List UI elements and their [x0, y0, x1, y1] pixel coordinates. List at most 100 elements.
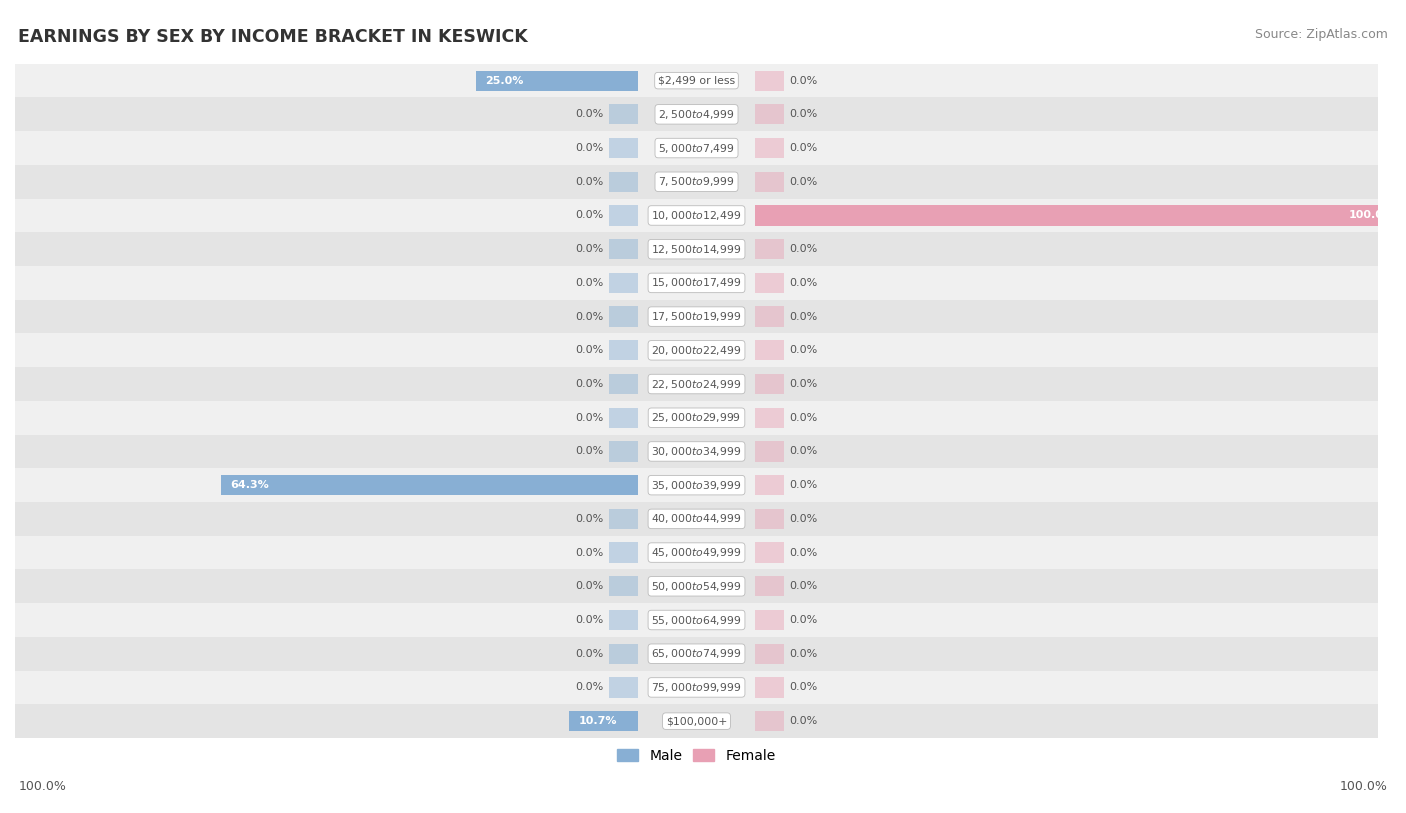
Text: 0.0%: 0.0% — [789, 278, 817, 288]
Text: $65,000 to $74,999: $65,000 to $74,999 — [651, 647, 742, 660]
Bar — [15, 401, 1378, 435]
Text: $12,500 to $14,999: $12,500 to $14,999 — [651, 243, 742, 256]
Text: 10.7%: 10.7% — [578, 716, 617, 726]
Text: 0.0%: 0.0% — [789, 346, 817, 355]
Text: 100.0%: 100.0% — [18, 780, 66, 793]
Bar — [755, 610, 785, 630]
Text: $5,000 to $7,499: $5,000 to $7,499 — [658, 141, 735, 154]
Bar — [609, 644, 638, 664]
Text: 0.0%: 0.0% — [575, 379, 603, 389]
Legend: Male, Female: Male, Female — [612, 743, 782, 768]
Bar — [15, 300, 1378, 333]
Text: $35,000 to $39,999: $35,000 to $39,999 — [651, 479, 742, 492]
Text: Source: ZipAtlas.com: Source: ZipAtlas.com — [1254, 28, 1388, 41]
Text: 0.0%: 0.0% — [575, 109, 603, 120]
Text: 0.0%: 0.0% — [789, 615, 817, 625]
Bar — [755, 407, 785, 428]
Bar — [609, 576, 638, 597]
Text: 0.0%: 0.0% — [575, 514, 603, 524]
Bar — [475, 71, 638, 91]
Text: 0.0%: 0.0% — [789, 379, 817, 389]
Bar — [568, 711, 638, 731]
Bar — [609, 138, 638, 159]
Text: 0.0%: 0.0% — [575, 548, 603, 558]
Bar — [15, 671, 1378, 704]
Bar — [609, 407, 638, 428]
Text: $17,500 to $19,999: $17,500 to $19,999 — [651, 310, 742, 323]
Text: $40,000 to $44,999: $40,000 to $44,999 — [651, 512, 742, 525]
Text: 0.0%: 0.0% — [789, 176, 817, 187]
Bar — [755, 71, 785, 91]
Bar — [15, 468, 1378, 502]
Text: 0.0%: 0.0% — [789, 413, 817, 423]
Text: $22,500 to $24,999: $22,500 to $24,999 — [651, 377, 742, 390]
Text: 0.0%: 0.0% — [575, 581, 603, 591]
Text: 0.0%: 0.0% — [575, 413, 603, 423]
Text: EARNINGS BY SEX BY INCOME BRACKET IN KESWICK: EARNINGS BY SEX BY INCOME BRACKET IN KES… — [18, 28, 529, 46]
Bar — [609, 340, 638, 360]
Text: $10,000 to $12,499: $10,000 to $12,499 — [651, 209, 742, 222]
Text: 0.0%: 0.0% — [575, 278, 603, 288]
Bar — [755, 172, 785, 192]
Text: 0.0%: 0.0% — [575, 311, 603, 322]
Text: 0.0%: 0.0% — [575, 176, 603, 187]
Bar — [15, 569, 1378, 603]
Bar — [15, 333, 1378, 367]
Bar — [15, 131, 1378, 165]
Text: $20,000 to $22,499: $20,000 to $22,499 — [651, 344, 742, 357]
Text: 0.0%: 0.0% — [575, 446, 603, 456]
Bar — [755, 206, 1405, 225]
Text: $15,000 to $17,499: $15,000 to $17,499 — [651, 276, 742, 289]
Bar — [609, 206, 638, 225]
Text: 0.0%: 0.0% — [789, 143, 817, 153]
Bar — [755, 239, 785, 259]
Bar — [755, 677, 785, 698]
Text: 0.0%: 0.0% — [789, 244, 817, 254]
Text: 25.0%: 25.0% — [485, 76, 524, 85]
Bar — [15, 367, 1378, 401]
Bar — [609, 441, 638, 462]
Bar — [609, 610, 638, 630]
Text: 0.0%: 0.0% — [789, 514, 817, 524]
Text: $75,000 to $99,999: $75,000 to $99,999 — [651, 681, 742, 694]
Bar — [15, 98, 1378, 131]
Text: 0.0%: 0.0% — [789, 649, 817, 659]
Text: $30,000 to $34,999: $30,000 to $34,999 — [651, 445, 742, 458]
Text: $55,000 to $64,999: $55,000 to $64,999 — [651, 614, 742, 627]
Text: $45,000 to $49,999: $45,000 to $49,999 — [651, 546, 742, 559]
Bar — [609, 239, 638, 259]
Bar — [609, 542, 638, 563]
Bar — [755, 509, 785, 529]
Text: 0.0%: 0.0% — [575, 615, 603, 625]
Bar — [15, 165, 1378, 198]
Bar — [755, 441, 785, 462]
Bar — [221, 475, 638, 495]
Bar — [15, 233, 1378, 266]
Bar — [755, 644, 785, 664]
Text: 0.0%: 0.0% — [575, 244, 603, 254]
Bar — [15, 603, 1378, 637]
Text: $25,000 to $29,999: $25,000 to $29,999 — [651, 411, 741, 424]
Text: $2,499 or less: $2,499 or less — [658, 76, 735, 85]
Bar — [15, 435, 1378, 468]
Bar — [755, 576, 785, 597]
Text: 0.0%: 0.0% — [789, 311, 817, 322]
Bar — [609, 104, 638, 124]
Bar — [609, 374, 638, 394]
Text: $100,000+: $100,000+ — [666, 716, 727, 726]
Bar — [755, 138, 785, 159]
Bar — [755, 711, 785, 731]
Bar — [755, 475, 785, 495]
Text: 100.0%: 100.0% — [1348, 211, 1395, 220]
Bar — [755, 340, 785, 360]
Bar — [755, 374, 785, 394]
Bar — [609, 307, 638, 327]
Bar — [15, 536, 1378, 569]
Text: $2,500 to $4,999: $2,500 to $4,999 — [658, 108, 735, 121]
Bar — [755, 273, 785, 293]
Bar — [15, 704, 1378, 738]
Text: 0.0%: 0.0% — [789, 109, 817, 120]
Text: 0.0%: 0.0% — [575, 346, 603, 355]
Bar — [15, 266, 1378, 300]
Bar — [15, 198, 1378, 233]
